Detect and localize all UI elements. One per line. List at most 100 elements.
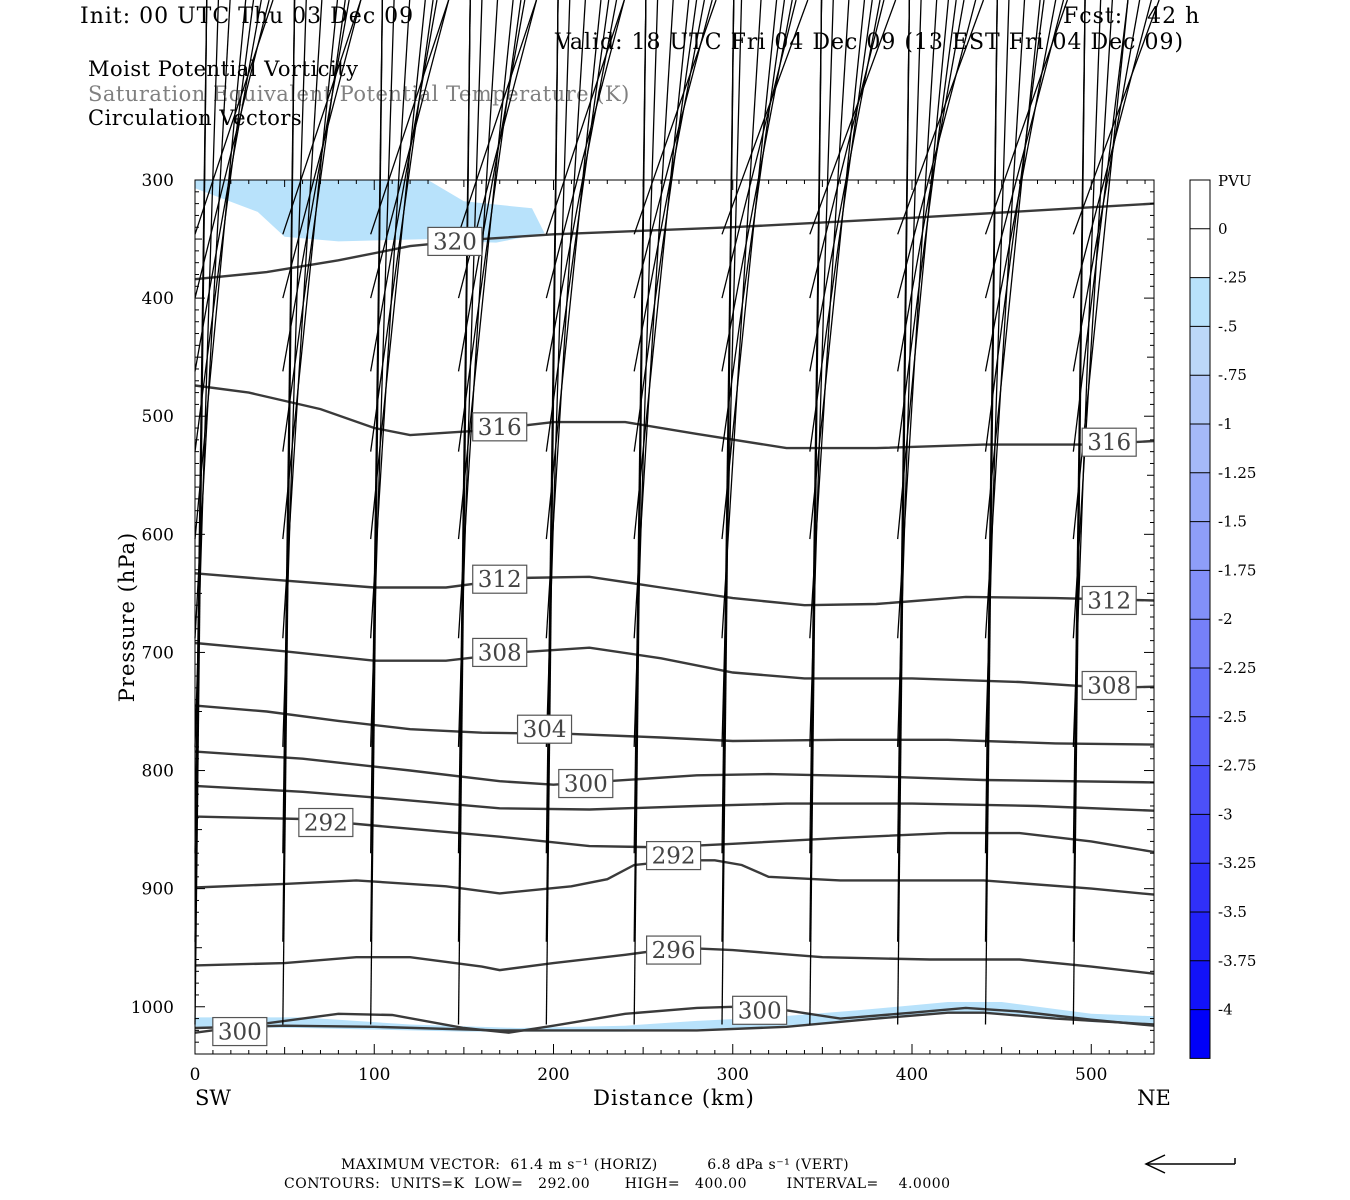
contour-label-box bbox=[472, 412, 528, 442]
contour-label: 316 bbox=[1087, 430, 1131, 456]
colorbar-level-label: -4 bbox=[1218, 1001, 1233, 1019]
contour-label-box bbox=[1081, 585, 1137, 616]
x-end-label-left: SW bbox=[195, 1086, 231, 1110]
colorbar-level-label: -3.25 bbox=[1218, 854, 1256, 872]
plot-frame bbox=[194, 179, 1155, 1055]
y-tick-label: 900 bbox=[142, 880, 174, 900]
wind-vector bbox=[546, 0, 559, 1025]
contour-label-box bbox=[1081, 670, 1137, 701]
contour-label: 316 bbox=[478, 415, 522, 441]
contour-info: CONTOURS: UNITS=K LOW= 292.00 HIGH= 400.… bbox=[284, 1176, 951, 1192]
colorbar-swatch bbox=[1190, 228, 1210, 278]
colorbar-level-label: 0 bbox=[1218, 220, 1228, 238]
plot-axes: 300 400 500 600 700 800 900 1000 0 100 200 300 400 50… bbox=[115, 171, 1171, 1110]
contour-label-box bbox=[212, 1016, 268, 1047]
x-tick-label: 500 bbox=[1075, 1065, 1107, 1085]
contour-label: 300 bbox=[564, 772, 608, 798]
contour-label: 292 bbox=[304, 811, 348, 837]
wind-vector bbox=[1073, 0, 1113, 639]
colorbar-level-label: -3 bbox=[1218, 805, 1233, 823]
contour-label: 312 bbox=[478, 567, 522, 593]
x-tick-label: 0 bbox=[190, 1065, 201, 1085]
theta-e-contour-11 bbox=[194, 1011, 1155, 1032]
colorbar-swatch bbox=[1190, 814, 1210, 864]
contour-label-box bbox=[558, 768, 614, 799]
theta-e-contour-9 bbox=[194, 946, 1155, 975]
theta-e-contour-5 bbox=[194, 750, 1155, 786]
colorbar-level-label: -2.75 bbox=[1218, 757, 1256, 775]
theta-e-contour-3 bbox=[194, 641, 1155, 690]
contour-label: 308 bbox=[478, 640, 522, 666]
x-tick-label: 200 bbox=[537, 1065, 569, 1085]
colorbar-level-label: -.5 bbox=[1218, 317, 1237, 335]
colorbar-level-label: -2.5 bbox=[1218, 708, 1247, 726]
wind-vector bbox=[634, 0, 717, 235]
x-tick-label: 300 bbox=[717, 1065, 749, 1085]
wind-vector bbox=[371, 0, 450, 235]
colorbar-swatch bbox=[1190, 619, 1210, 668]
colorbar-level-label: -2.25 bbox=[1218, 659, 1256, 677]
wind-vector bbox=[371, 0, 384, 1025]
theta-e-contour-2 bbox=[194, 572, 1155, 607]
colorbar-level-label: -1.75 bbox=[1218, 561, 1256, 579]
wind-vector bbox=[810, 0, 881, 372]
legend-mpv: Moist Potential Vorticity bbox=[88, 57, 359, 81]
wind-vector bbox=[546, 0, 618, 372]
contour-label-box bbox=[472, 564, 528, 594]
colorbar-swatch bbox=[1190, 1009, 1210, 1059]
wind-vector bbox=[195, 0, 208, 1025]
wind-vector bbox=[986, 0, 1069, 235]
y-tick-label: 400 bbox=[142, 289, 174, 309]
colorbar-level-label: -.75 bbox=[1218, 366, 1247, 384]
wind-vector bbox=[459, 0, 471, 1025]
colorbar-unit: PVU bbox=[1218, 172, 1252, 190]
contour-label: 300 bbox=[738, 998, 782, 1024]
colorbar-swatch bbox=[1190, 765, 1210, 815]
contour-label: 308 bbox=[1087, 674, 1131, 700]
theta-e-contour-6 bbox=[194, 784, 1155, 812]
contour-label: 292 bbox=[652, 844, 696, 870]
contour-label-box bbox=[298, 807, 354, 838]
y-tick-label: 700 bbox=[142, 643, 174, 663]
wind-vector bbox=[810, 0, 885, 299]
wind-vector bbox=[722, 0, 778, 540]
wind-vector bbox=[283, 0, 362, 235]
reference-vector-head bbox=[1144, 1154, 1166, 1174]
legend-vectors: Circulation Vectors bbox=[88, 106, 303, 130]
colorbar-swatch bbox=[1190, 180, 1210, 229]
contour-label-box bbox=[646, 840, 702, 871]
colorbar-level-label: -1.25 bbox=[1218, 464, 1256, 482]
wind-vector bbox=[898, 0, 911, 1025]
colorbar-level-label: -2 bbox=[1218, 610, 1233, 628]
legend-theta-e: Saturation Equivalent Potential Temperat… bbox=[88, 82, 630, 106]
theta-e-contour-1 bbox=[194, 384, 1155, 450]
mpv-shading bbox=[195, 180, 1154, 1032]
circulation-vectors bbox=[195, 0, 1160, 1025]
wind-vector bbox=[898, 0, 950, 540]
x-axis-title: Distance (km) bbox=[593, 1086, 755, 1110]
wind-vector bbox=[986, 0, 1045, 452]
colorbar-swatch bbox=[1190, 424, 1210, 473]
y-tick-label: 300 bbox=[142, 171, 174, 191]
wind-vector bbox=[546, 0, 625, 235]
mpv-shade-region-1 bbox=[195, 1002, 1154, 1032]
colorbar-swatch bbox=[1190, 716, 1210, 766]
wind-vector bbox=[722, 0, 797, 299]
wind-vector bbox=[986, 0, 998, 1025]
wind-vector bbox=[283, 0, 296, 1025]
wind-vector bbox=[1073, 0, 1086, 1025]
wind-vector bbox=[371, 0, 438, 372]
y-tick-label: 800 bbox=[142, 762, 174, 782]
contour-label-box bbox=[732, 995, 788, 1025]
wind-vector bbox=[810, 0, 823, 1025]
colorbar-swatch bbox=[1190, 326, 1210, 376]
colorbar-swatch bbox=[1190, 472, 1210, 522]
wind-vector bbox=[459, 0, 538, 235]
colorbar-swatch bbox=[1190, 668, 1210, 717]
contour-label: 304 bbox=[523, 717, 567, 743]
wind-vector bbox=[1073, 0, 1141, 372]
colorbar-level-label: -3.5 bbox=[1218, 903, 1247, 921]
x-tick-label: 100 bbox=[358, 1065, 390, 1085]
y-axis-title: Pressure (hPa) bbox=[115, 532, 139, 702]
